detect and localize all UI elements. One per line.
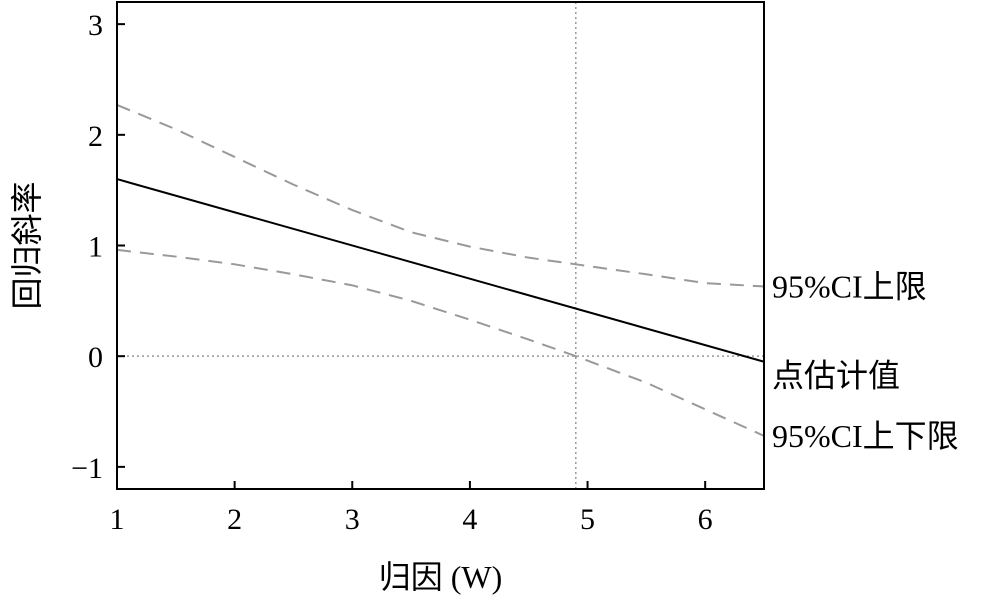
- lower-ci-line: [116, 248, 765, 437]
- y-tick-label: −1: [71, 452, 103, 485]
- point-estimate-label: 点估计值: [772, 358, 900, 394]
- x-tick-label: 2: [227, 503, 242, 536]
- plot-area-frame: [116, 1, 765, 490]
- y-tick-label: 3: [88, 9, 103, 42]
- y-tick-label: 0: [88, 341, 103, 374]
- x-tick-label: 1: [110, 503, 125, 536]
- axis-ticks: 1 2 3 4 5 6 3 2 1 0 −1: [71, 9, 713, 536]
- reference-lines: [117, 2, 764, 489]
- y-tick-label: 2: [88, 120, 103, 153]
- y-axis-title: 回归斜率: [9, 181, 45, 309]
- x-tick-label: 5: [580, 503, 595, 536]
- x-tick-label: 6: [698, 503, 713, 536]
- point-estimate-line: [116, 178, 765, 363]
- x-axis-title: 归因 (W): [379, 559, 503, 595]
- lower-ci-label: 95%CI上下限: [772, 418, 959, 454]
- y-tick-label: 1: [88, 231, 103, 264]
- x-tick-label: 3: [345, 503, 360, 536]
- upper-ci-line: [116, 104, 765, 288]
- x-tick-label: 4: [462, 503, 477, 536]
- upper-ci-label: 95%CI上限: [772, 268, 927, 304]
- series-lines: [116, 104, 765, 437]
